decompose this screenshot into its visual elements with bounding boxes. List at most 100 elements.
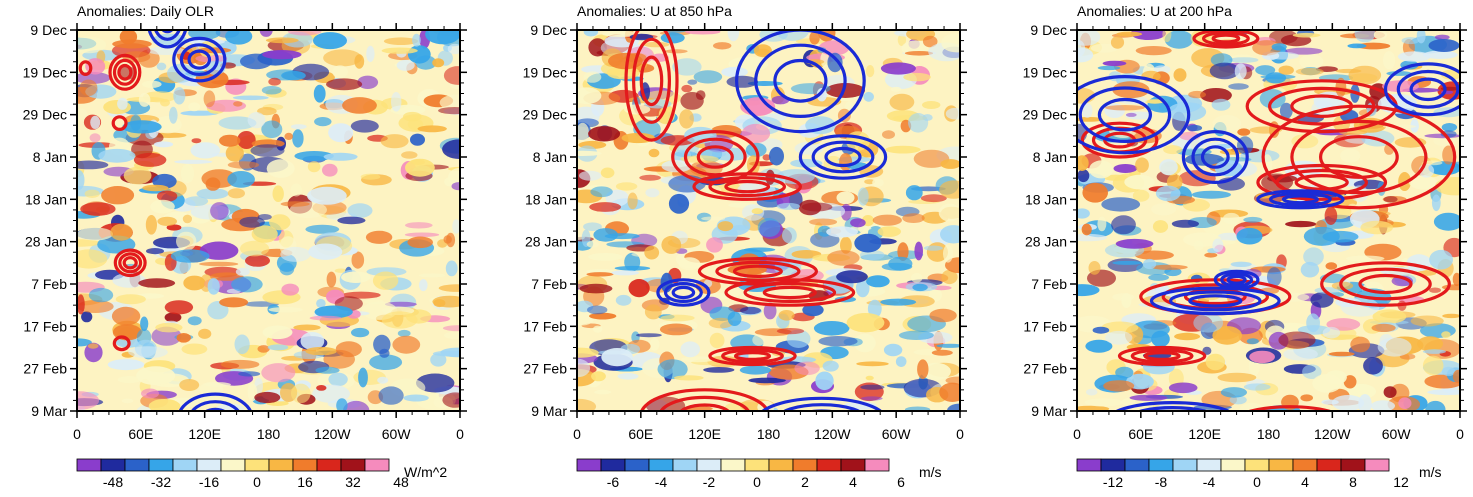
field-patch	[1285, 220, 1317, 228]
contour-negative	[781, 403, 862, 411]
field-patch	[872, 178, 884, 187]
field-patch	[586, 272, 614, 277]
field-patch	[280, 246, 311, 262]
colorbar-swatch	[1124, 458, 1150, 472]
field-patch	[778, 310, 795, 321]
field-patch	[1077, 117, 1104, 122]
y-tick-label: 19 Dec	[523, 64, 567, 80]
field-patch	[936, 343, 960, 348]
field-patch	[231, 276, 263, 293]
field-patch	[649, 337, 660, 351]
field-patch	[855, 279, 870, 298]
field-patch	[1291, 134, 1319, 149]
contour-positive	[624, 30, 679, 142]
field-patch	[1217, 372, 1257, 383]
field-patch	[1191, 190, 1231, 199]
colorbar-label: -6	[607, 474, 620, 490]
field-patch	[417, 125, 447, 133]
field-patch	[372, 271, 399, 290]
field-patch	[272, 185, 284, 202]
field-patch	[911, 272, 923, 283]
field-patch	[440, 347, 460, 358]
field-patch	[1097, 65, 1121, 71]
field-patch	[940, 225, 960, 244]
field-patch	[1082, 103, 1093, 118]
contour-negative	[773, 58, 828, 103]
field-patch	[342, 97, 377, 114]
field-patch	[1428, 39, 1460, 52]
field-patch	[266, 159, 295, 178]
x-tick-label: 60E	[628, 426, 653, 442]
field-patch	[583, 30, 599, 37]
field-patch	[577, 311, 595, 326]
contour-negative	[760, 396, 883, 411]
field-patch	[267, 344, 289, 351]
field-patch	[1278, 65, 1294, 75]
field-patch	[326, 78, 363, 91]
contour-positive	[122, 256, 138, 270]
field-patch	[881, 262, 913, 271]
contour-negative	[1114, 401, 1232, 411]
field-patch	[727, 30, 740, 42]
colorbar-swatch	[100, 458, 126, 472]
contour-negative	[1188, 294, 1243, 308]
axes: 9 Dec 19 Dec 29 Dec 8 Jan 18 Jan 28 Jan 7 Feb 1…	[523, 22, 967, 442]
field-patch	[726, 75, 759, 88]
field-patch	[929, 308, 957, 323]
contour-positive	[733, 351, 772, 362]
field-patch	[853, 333, 876, 353]
field-patch	[863, 91, 874, 102]
contour-positive	[721, 348, 784, 364]
field-patch	[445, 260, 458, 277]
contour-negative	[1169, 290, 1262, 312]
field-patch	[1230, 261, 1252, 267]
field-patch	[443, 66, 460, 85]
field-patch	[254, 391, 281, 404]
field-patch	[1302, 364, 1322, 380]
field-patch	[157, 216, 177, 226]
field-patch	[138, 92, 151, 107]
field-patch	[816, 88, 827, 102]
field-patch	[752, 334, 766, 346]
contour-positive	[724, 179, 771, 194]
field-patch	[146, 248, 164, 255]
field-patch	[943, 244, 953, 263]
field-patch	[294, 151, 334, 161]
colorbar-label: 4	[1301, 474, 1309, 490]
field-patch	[418, 273, 446, 278]
colorbar-label: 48	[393, 474, 409, 490]
contour-positive	[1256, 163, 1388, 201]
field-patch	[902, 213, 925, 224]
field-patch	[1102, 60, 1127, 67]
contour-negative	[1383, 62, 1460, 117]
field-patch	[577, 87, 602, 104]
field-patch	[678, 257, 701, 271]
field-patch	[588, 38, 607, 57]
field-patch	[1441, 331, 1451, 338]
field-patch	[661, 235, 682, 254]
field-patch	[183, 275, 206, 291]
field-patch	[865, 375, 874, 381]
field-patch	[107, 359, 145, 371]
field-patch	[865, 65, 875, 78]
field-patch	[1310, 292, 1334, 308]
field-patch	[323, 152, 358, 161]
colorbar-swatch	[816, 458, 842, 472]
field-patch	[588, 253, 623, 261]
field-patch	[947, 403, 960, 411]
field-patch	[84, 189, 100, 198]
colorbar-swatch	[292, 458, 318, 472]
field-patch	[261, 363, 296, 383]
field-patch	[1173, 68, 1187, 82]
field-patch	[77, 338, 92, 347]
field-patch	[322, 163, 338, 177]
colorbar-label: -32	[151, 474, 171, 490]
field-patch	[600, 167, 615, 179]
field-patch	[897, 242, 909, 261]
field-patch	[1090, 43, 1119, 53]
field-patch	[210, 202, 229, 220]
y-tick-label: 27 Feb	[523, 361, 567, 377]
field-patch	[659, 323, 693, 336]
field-patch	[614, 265, 651, 271]
field-patch	[1434, 34, 1450, 40]
